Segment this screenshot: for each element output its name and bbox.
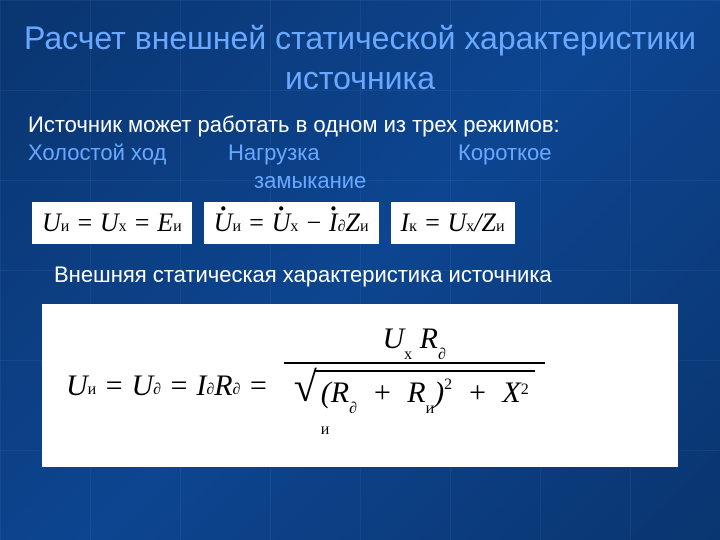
equation-idle: Uи = Uх = Eи [32, 202, 192, 244]
var: U [42, 208, 61, 238]
equation-short: Iк = Uх / Zи [391, 202, 515, 244]
sub: и [496, 218, 505, 236]
mode-idle: Холостой ход [28, 140, 228, 166]
var: Z [482, 208, 496, 238]
sub: ∂ [233, 381, 241, 399]
eq-sign: = [69, 208, 100, 238]
var: U [448, 208, 467, 238]
sub: х [119, 218, 127, 236]
subtitle-text: Внешняя статическая характеристика источ… [54, 262, 696, 288]
sub: к [409, 218, 417, 236]
var: R [331, 376, 349, 409]
sub: и [61, 218, 70, 236]
sub: х [466, 218, 474, 236]
minus-sign: − [298, 208, 329, 238]
numerator: Uх R∂ [373, 322, 456, 362]
sub: ∂ [349, 400, 357, 417]
var: U [100, 208, 119, 238]
sqrt-icon: √ [294, 374, 317, 403]
equation-characteristic: Uи = U∂ = I∂ R∂ = Uх R∂ √ (R∂ + Rи)2 + X… [42, 304, 678, 467]
sub: и [426, 400, 435, 417]
fraction: Uх R∂ √ (R∂ + Rи)2 + X2и [284, 322, 545, 449]
sub: ∂ [206, 381, 214, 399]
var-dot: U [214, 208, 233, 238]
sqrt-body: (R∂ + Rи)2 + X2и [315, 370, 535, 449]
sub: ∂ [153, 381, 161, 399]
var: U [383, 322, 405, 355]
var: U [131, 369, 153, 403]
sub: х [290, 218, 298, 236]
var: R [214, 369, 232, 403]
eq-sign: = [417, 208, 448, 238]
sub: и [88, 381, 97, 399]
exp: 2 [444, 376, 452, 393]
sub: и [360, 218, 369, 236]
sub: и [173, 218, 182, 236]
var: X [502, 376, 520, 409]
eq-sign: = [127, 208, 158, 238]
var: R [420, 322, 438, 355]
sub: и [232, 218, 241, 236]
mode-load: Нагрузка [228, 140, 458, 166]
mode-short: Короткое [458, 140, 700, 166]
var: Z [345, 208, 359, 238]
equations-row: Uи = Uх = Eи Uи = Uх − I∂ Zи Iк = Uх / Z… [32, 202, 688, 244]
denominator: √ (R∂ + Rи)2 + X2и [284, 362, 545, 449]
div-sign: / [474, 208, 481, 238]
sub: ∂ [338, 218, 346, 236]
var-dot: I [329, 208, 338, 238]
var: E [157, 208, 173, 238]
var: R [407, 376, 425, 409]
sub: ∂ [438, 346, 446, 363]
var: U [66, 369, 88, 403]
eq-sign: = [241, 208, 272, 238]
eq-sign: = [161, 369, 196, 403]
modes-row: Холостой ход Нагрузка Короткое [28, 140, 700, 166]
var-dot: U [272, 208, 291, 238]
var: I [196, 369, 206, 403]
eq-sign: = [96, 369, 131, 403]
sub: х [404, 346, 412, 363]
eq-sign: = [240, 369, 275, 403]
slide-title: Расчет внешней статической характеристик… [24, 18, 696, 98]
intro-text: Источник может работать в одном из трех … [28, 112, 696, 138]
var: I [401, 208, 410, 238]
mode-short-wrap: замыкание [254, 168, 696, 194]
equation-load: Uи = Uх − I∂ Zи [204, 202, 379, 244]
